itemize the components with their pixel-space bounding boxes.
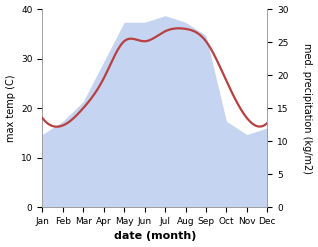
Y-axis label: max temp (C): max temp (C) bbox=[5, 74, 16, 142]
X-axis label: date (month): date (month) bbox=[114, 231, 196, 242]
Y-axis label: med. precipitation (kg/m2): med. precipitation (kg/m2) bbox=[302, 43, 313, 174]
